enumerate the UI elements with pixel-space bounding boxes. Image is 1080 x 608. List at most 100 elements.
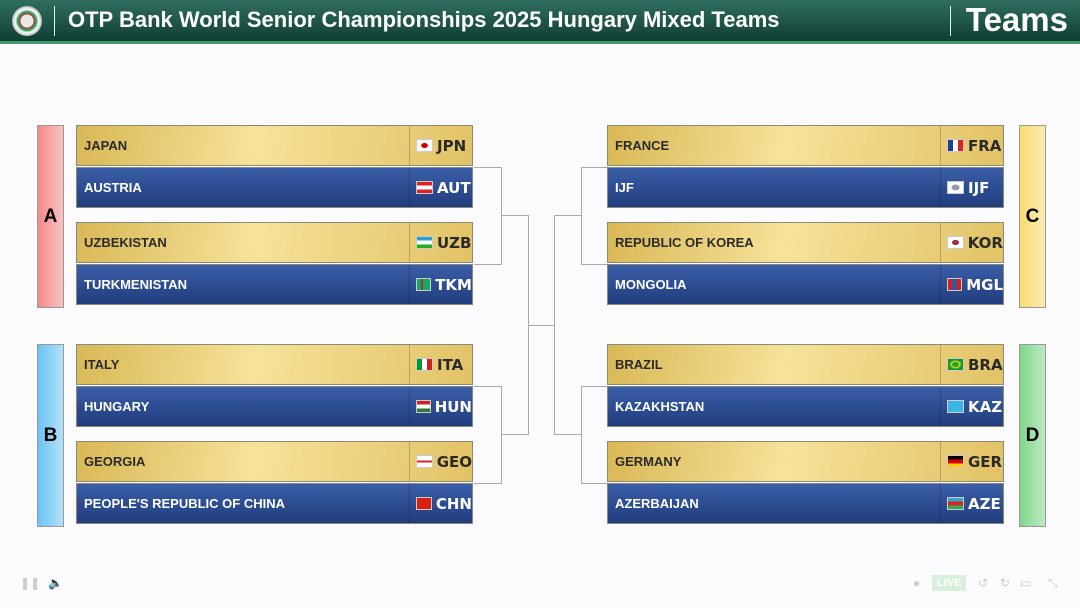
- team-code-text: JPN: [437, 136, 467, 155]
- team-code-text: FRA: [968, 136, 1002, 155]
- team-row[interactable]: ITALY ITA: [76, 344, 473, 385]
- group-label-d: D: [1019, 344, 1046, 527]
- team-code-text: MGL: [966, 275, 1003, 294]
- turkmenistan-flag-icon: [416, 278, 432, 291]
- team-row[interactable]: REPUBLIC OF KOREA KOR: [607, 222, 1004, 263]
- bracket-line: [554, 215, 581, 216]
- team-name: GEORGIA: [84, 454, 146, 469]
- team-code: CHN: [409, 484, 472, 523]
- team-row[interactable]: UZBEKISTAN UZB: [76, 222, 473, 263]
- kazakhstan-flag-icon: [947, 400, 964, 413]
- bracket-line: [501, 215, 528, 216]
- team-name: REPUBLIC OF KOREA: [615, 235, 754, 250]
- bracket-line: [501, 434, 528, 435]
- team-row[interactable]: AUSTRIA AUT: [76, 167, 473, 208]
- bracket-line: [474, 483, 501, 484]
- team-name: KAZAKHSTAN: [615, 399, 705, 414]
- team-name: HUNGARY: [84, 399, 150, 414]
- bracket-line: [474, 167, 501, 168]
- team-code: FRA: [940, 126, 1003, 165]
- team-name: TURKMENISTAN: [84, 277, 188, 292]
- team-row[interactable]: HUNGARY HUN: [76, 386, 473, 427]
- bracket-line: [501, 167, 502, 265]
- team-code-text: TKM: [435, 275, 472, 294]
- team-code: MGL: [940, 265, 1003, 304]
- team-name: IJF: [615, 180, 634, 195]
- group-label-c: C: [1019, 125, 1046, 308]
- team-code-text: CHN: [435, 494, 472, 513]
- rewind-icon[interactable]: ↺: [978, 576, 989, 590]
- bracket-line: [554, 215, 555, 435]
- team-name: AZERBAIJAN: [615, 496, 699, 511]
- pause-icon[interactable]: ❚❚: [20, 576, 41, 590]
- team-code-text: AUT: [437, 178, 471, 197]
- team-row[interactable]: PEOPLE'S REPUBLIC OF CHINA CHN: [76, 483, 473, 524]
- team-name: PEOPLE'S REPUBLIC OF CHINA: [84, 496, 285, 511]
- georgia-flag-icon: [416, 455, 433, 468]
- japan-flag-icon: [416, 139, 433, 152]
- team-code: KAZ: [940, 387, 1003, 426]
- team-code: TKM: [409, 265, 472, 304]
- mongolia-flag-icon: [947, 278, 963, 291]
- uzbekistan-flag-icon: [416, 236, 433, 249]
- brazil-flag-icon: [947, 358, 964, 371]
- bracket-line: [581, 167, 607, 168]
- live-badge[interactable]: LIVE: [932, 575, 967, 591]
- forward-icon[interactable]: ↻: [1000, 576, 1011, 590]
- team-row[interactable]: GERMANY GER: [607, 441, 1004, 482]
- team-row[interactable]: MONGOLIA MGL: [607, 264, 1004, 305]
- team-code-text: IJF: [968, 178, 990, 197]
- team-name: JAPAN: [84, 138, 128, 153]
- team-code-text: GEO: [436, 452, 472, 471]
- team-code: BRA: [940, 345, 1003, 384]
- team-name: UZBEKISTAN: [84, 235, 167, 250]
- bracket-line: [554, 434, 581, 435]
- bracket-line: [474, 386, 501, 387]
- record-dot-icon: ●: [913, 576, 921, 590]
- pip-icon[interactable]: ▭: [1020, 576, 1032, 590]
- team-row[interactable]: GEORGIA GEO: [76, 441, 473, 482]
- bracket-line: [581, 264, 607, 265]
- ijf-logo: [12, 6, 42, 36]
- volume-icon[interactable]: 🔈: [48, 576, 63, 590]
- bracket-line: [581, 386, 607, 387]
- team-code: JPN: [409, 126, 472, 165]
- italy-flag-icon: [416, 358, 433, 371]
- bracket-line: [581, 167, 582, 265]
- hungary-flag-icon: [416, 400, 431, 413]
- team-code-text: GER: [968, 452, 1003, 471]
- team-name: FRANCE: [615, 138, 670, 153]
- team-code-text: KOR: [967, 233, 1003, 252]
- group-label-a: A: [37, 125, 64, 308]
- team-code: KOR: [940, 223, 1003, 262]
- group-label-b: B: [37, 344, 64, 527]
- team-code: UZB: [409, 223, 472, 262]
- team-code: AUT: [409, 168, 472, 207]
- team-code: AZE: [940, 484, 1003, 523]
- team-row[interactable]: JAPAN JPN: [76, 125, 473, 166]
- team-code: GEO: [409, 442, 472, 481]
- team-code-text: KAZ: [968, 397, 1003, 416]
- team-code: HUN: [409, 387, 472, 426]
- team-row[interactable]: KAZAKHSTAN KAZ: [607, 386, 1004, 427]
- page-title: OTP Bank World Senior Championships 2025…: [68, 7, 780, 32]
- team-row[interactable]: TURKMENISTAN TKM: [76, 264, 473, 305]
- team-code: GER: [940, 442, 1003, 481]
- fullscreen-icon[interactable]: ⤡: [1048, 576, 1058, 590]
- austria-flag-icon: [416, 181, 433, 194]
- bracket-line: [501, 386, 502, 484]
- team-name: ITALY: [84, 357, 120, 372]
- azerbaijan-flag-icon: [947, 497, 964, 510]
- team-code-text: UZB: [437, 233, 472, 252]
- ijf-flag-icon: [947, 181, 964, 194]
- france-flag-icon: [947, 139, 964, 152]
- header: OTP Bank World Senior Championships 2025…: [0, 0, 1080, 44]
- team-code: IJF: [940, 168, 1003, 207]
- section-title: Teams: [965, 1, 1068, 38]
- team-row[interactable]: AZERBAIJAN AZE: [607, 483, 1004, 524]
- team-row[interactable]: BRAZIL BRA: [607, 344, 1004, 385]
- team-name: MONGOLIA: [615, 277, 687, 292]
- team-row[interactable]: IJF IJF: [607, 167, 1004, 208]
- team-row[interactable]: FRANCE FRA: [607, 125, 1004, 166]
- bracket-line: [581, 483, 607, 484]
